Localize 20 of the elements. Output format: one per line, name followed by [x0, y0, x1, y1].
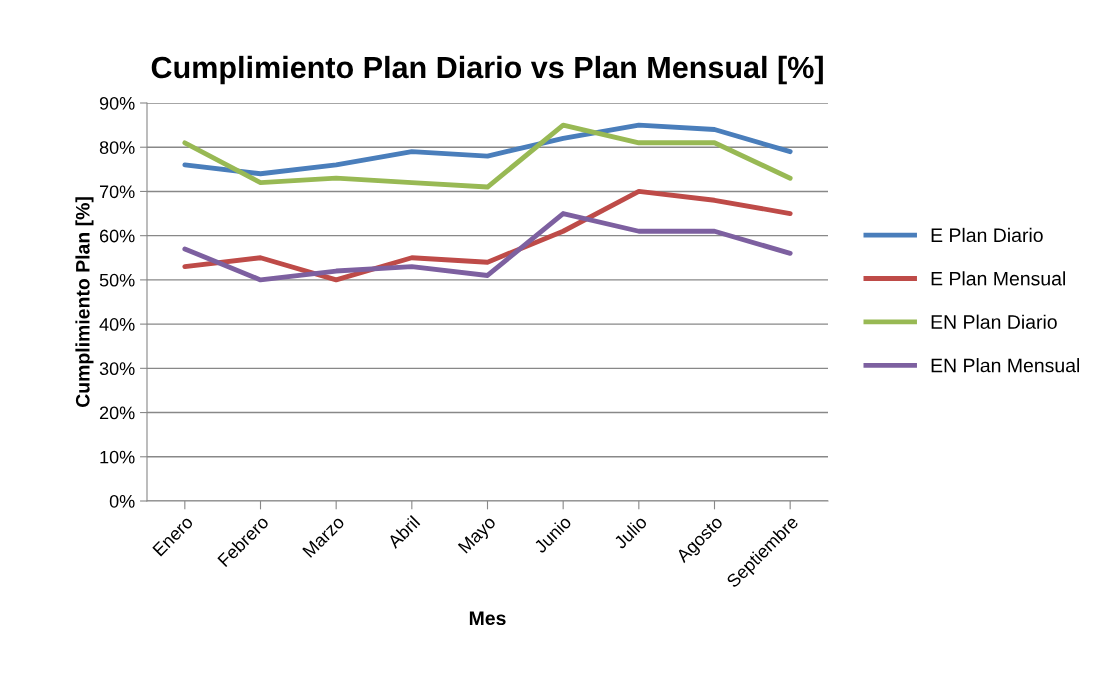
- y-tick-label: 60%: [99, 229, 135, 243]
- y-tick-label: 10%: [100, 450, 135, 464]
- line-series: [182, 211, 793, 283]
- x-axis-title: Mes: [469, 611, 506, 626]
- y-tick-label: 50%: [99, 273, 135, 287]
- legend-label: E Plan Mensual: [931, 271, 1065, 286]
- y-tick-label: 30%: [99, 362, 135, 376]
- chart-title: Cumplimiento Plan Diario vs Plan Mensual [%]: [151, 55, 823, 85]
- legend-label: EN Plan Mensual: [931, 358, 1080, 373]
- y-tick-label: 20%: [99, 406, 135, 420]
- legend-label: E Plan Diario: [931, 227, 1043, 243]
- y-tick-label: 90%: [99, 96, 135, 110]
- y-tick-label: 80%: [99, 141, 135, 154]
- y-tick-label: 0%: [109, 494, 135, 508]
- legend-label: EN Plan Diario: [931, 314, 1057, 329]
- line-series: [182, 122, 793, 177]
- y-tick-label: 40%: [99, 318, 135, 331]
- y-axis-title: Cumplimiento Plan [%]: [75, 197, 94, 408]
- line-series: [182, 122, 793, 190]
- y-tick-label: 70%: [99, 185, 135, 199]
